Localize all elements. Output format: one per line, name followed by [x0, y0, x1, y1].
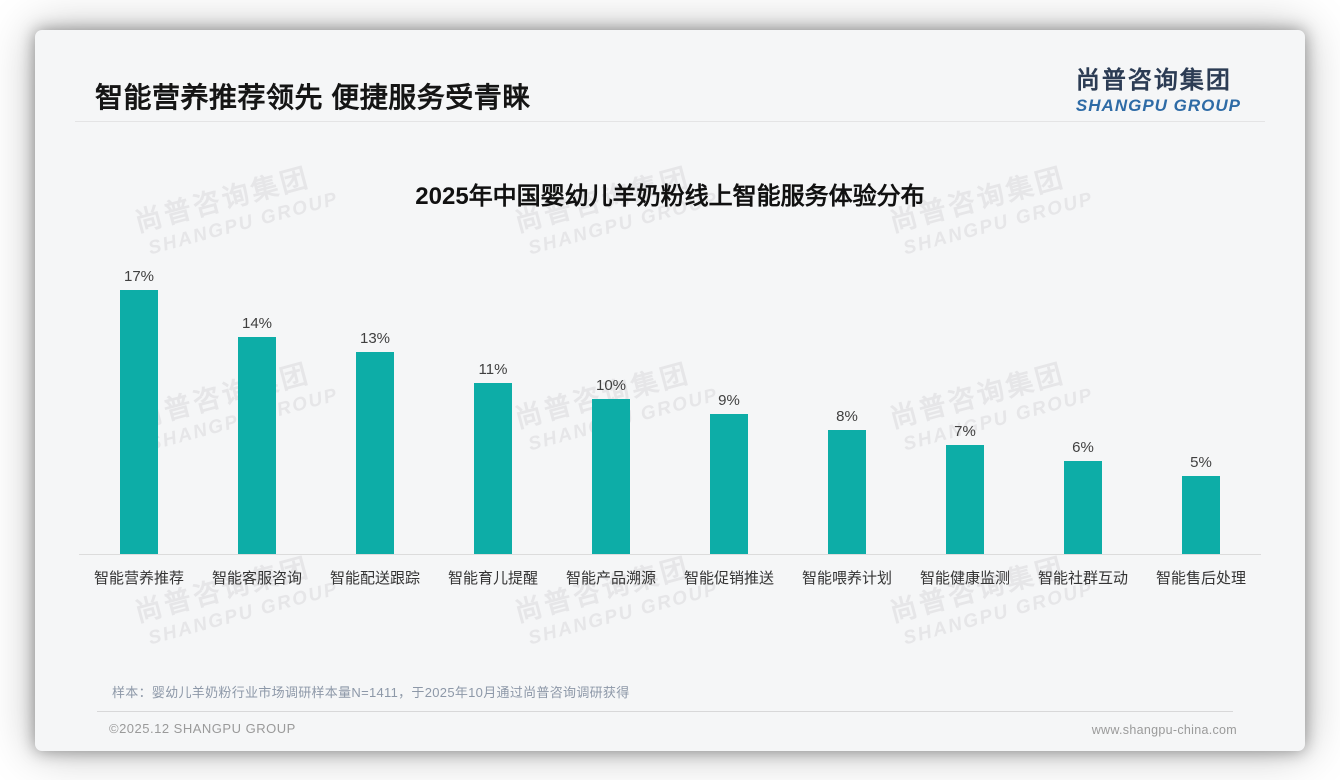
bar-category-label: 智能产品溯源	[565, 570, 656, 587]
bar-7	[828, 430, 866, 554]
watermark: 尚普咨询集团 SHANGPU GROUP	[510, 540, 721, 652]
watermark-line2: SHANGPU GROUP	[901, 578, 1096, 650]
bar-group: 10% 智能产品溯源	[552, 260, 670, 587]
chart-title: 2025年中国婴幼儿羊奶粉线上智能服务体验分布	[415, 183, 925, 210]
bar-8	[946, 445, 984, 554]
watermark: 尚普咨询集团 SHANGPU GROUP	[885, 540, 1096, 652]
logo-chinese-name: 尚普咨询集团	[1075, 67, 1232, 94]
bar-group: 13% 智能配送跟踪	[316, 260, 434, 587]
bar-10	[1182, 476, 1220, 554]
bar-group: 5% 智能售后处理	[1142, 260, 1260, 587]
bar-3	[356, 352, 394, 554]
bar-group: 7% 智能健康监测	[906, 260, 1024, 587]
website-url: www.shangpu-china.com	[1091, 723, 1237, 737]
bar-group: 17% 智能营养推荐	[80, 260, 198, 587]
bar-category-label: 智能配送跟踪	[329, 570, 420, 587]
bar-category-label: 智能营养推荐	[93, 570, 184, 587]
sample-footnote: 样本：婴幼儿羊奶粉行业市场调研样本量N=1411，于2025年10月通过尚普咨询…	[112, 685, 630, 700]
footer-divider	[97, 711, 1233, 712]
bar-group: 9% 智能促销推送	[670, 260, 788, 587]
bar-value-label: 8%	[836, 408, 858, 425]
bar-chart: 17% 智能营养推荐 14% 智能客服咨询 13% 智能配送跟踪 11% 智能育儿提醒 10% 智…	[80, 260, 1260, 587]
bar-value-label: 11%	[478, 361, 508, 378]
bar-2	[238, 337, 276, 554]
page-title: 智能营养推荐领先 便捷服务受青睐	[95, 82, 531, 113]
copyright-text: ©2025.12 SHANGPU GROUP	[109, 721, 296, 736]
bar-group: 11% 智能育儿提醒	[434, 260, 552, 587]
bar-group: 8% 智能喂养计划	[788, 260, 906, 587]
bar-value-label: 9%	[718, 392, 740, 409]
bar-category-label: 智能健康监测	[919, 570, 1010, 587]
bar-value-label: 6%	[1072, 439, 1094, 456]
bar-9	[1064, 461, 1102, 554]
bar-value-label: 10%	[595, 377, 627, 394]
bar-category-label: 智能售后处理	[1155, 570, 1246, 587]
watermark-line2: SHANGPU GROUP	[526, 578, 721, 650]
bar-value-label: 17%	[123, 268, 155, 285]
company-logo: 尚普咨询集团 SHANGPU GROUP	[1076, 60, 1241, 116]
bar-category-label: 智能育儿提醒	[447, 570, 538, 587]
bar-category-label: 智能喂养计划	[801, 570, 892, 587]
logo-english-name: SHANGPU GROUP	[1075, 96, 1241, 115]
bar-4	[474, 383, 512, 554]
bar-value-label: 5%	[1190, 454, 1212, 471]
bar-5	[592, 399, 630, 554]
watermark-line2: SHANGPU GROUP	[146, 578, 341, 650]
header-divider	[75, 121, 1265, 122]
bar-value-label: 13%	[359, 330, 391, 347]
bar-group: 6% 智能社群互动	[1024, 260, 1142, 587]
bar-value-label: 14%	[241, 315, 273, 332]
bar-category-label: 智能客服咨询	[211, 570, 302, 587]
bar-category-label: 智能社群互动	[1037, 570, 1128, 587]
slide-card: 尚普咨询集团 SHANGPU GROUP 尚普咨询集团 SHANGPU GROUP 尚普…	[35, 30, 1305, 751]
x-axis-line	[79, 554, 1261, 555]
bar-value-label: 7%	[954, 423, 976, 440]
watermark: 尚普咨询集团 SHANGPU GROUP	[130, 540, 341, 652]
bar-1	[120, 290, 158, 554]
bar-group: 14% 智能客服咨询	[198, 260, 316, 587]
bar-6	[710, 414, 748, 554]
bar-category-label: 智能促销推送	[683, 570, 774, 587]
